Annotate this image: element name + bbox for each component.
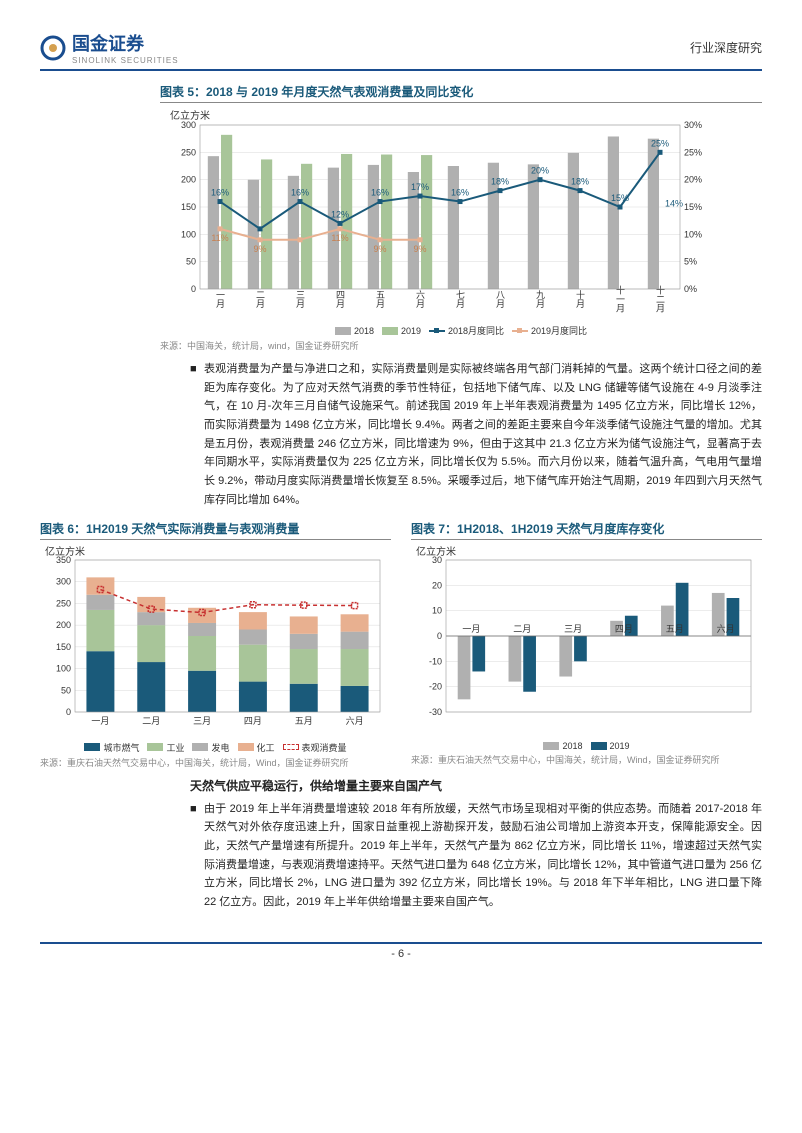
- svg-text:四月: 四月: [335, 290, 345, 309]
- svg-text:16%: 16%: [451, 188, 469, 198]
- svg-text:六月: 六月: [717, 623, 735, 634]
- chart-7-legend: 20182019: [411, 741, 762, 751]
- svg-text:六月: 六月: [415, 289, 425, 309]
- chart-6-svg: 050100150200250300350亿立方米一月二月三月四月五月六月: [40, 544, 390, 734]
- svg-text:250: 250: [56, 598, 71, 608]
- svg-text:20%: 20%: [531, 166, 549, 176]
- svg-text:50: 50: [61, 685, 71, 695]
- page-footer: - 6 -: [40, 942, 762, 960]
- doc-type: 行业深度研究: [690, 39, 762, 56]
- logo: 国金证券 SINOLINK SECURITIES: [40, 30, 179, 65]
- company-name-en: SINOLINK SECURITIES: [72, 56, 179, 65]
- chart-7-svg: -30-20-100102030亿立方米一月二月三月四月五月六月: [411, 544, 761, 734]
- svg-text:15%: 15%: [611, 193, 629, 203]
- svg-text:七月: 七月: [455, 290, 465, 309]
- svg-text:15%: 15%: [684, 202, 702, 212]
- svg-text:11%: 11%: [331, 233, 348, 243]
- svg-text:16%: 16%: [291, 188, 309, 198]
- page-header: 国金证券 SINOLINK SECURITIES 行业深度研究: [40, 30, 762, 71]
- svg-text:一月: 一月: [215, 290, 225, 309]
- svg-text:20: 20: [432, 580, 442, 590]
- svg-text:18%: 18%: [571, 177, 589, 187]
- svg-text:18%: 18%: [491, 177, 509, 187]
- figure-7-source: 来源：重庆石油天然气交易中心，中国海关，统计局，Wind，国金证券研究所: [411, 753, 762, 766]
- svg-text:五月: 五月: [375, 290, 385, 309]
- svg-text:10: 10: [432, 605, 442, 615]
- svg-text:五月: 五月: [666, 624, 684, 634]
- figure-6-title: 图表 6：1H2019 天然气实际消费量与表观消费量: [40, 520, 391, 540]
- svg-text:四月: 四月: [615, 624, 633, 634]
- section-subtitle: 天然气供应平稳运行，供给增量主要来自国产气: [190, 777, 762, 794]
- svg-text:亿立方米: 亿立方米: [45, 545, 85, 558]
- svg-text:17%: 17%: [411, 182, 429, 192]
- svg-text:五月: 五月: [295, 716, 313, 726]
- svg-text:200: 200: [181, 175, 196, 185]
- svg-text:14%: 14%: [665, 198, 683, 208]
- svg-text:亿立方米: 亿立方米: [416, 545, 456, 558]
- svg-text:八月: 八月: [495, 290, 505, 309]
- svg-text:二月: 二月: [513, 624, 531, 634]
- svg-text:0: 0: [437, 631, 442, 641]
- svg-text:一月: 一月: [462, 624, 480, 634]
- paragraph-1: ■ 表观消费量为产量与净进口之和，实际消费量则是实际被终端各用气部门消耗掉的气量…: [190, 360, 762, 510]
- svg-text:11%: 11%: [211, 233, 228, 243]
- svg-text:十月: 十月: [575, 289, 585, 309]
- svg-text:-30: -30: [429, 707, 442, 717]
- svg-text:九月: 九月: [535, 290, 545, 309]
- svg-text:5%: 5%: [684, 257, 697, 267]
- figure-5-title: 图表 5：2018 与 2019 年月度天然气表观消费量及同比变化: [160, 83, 762, 103]
- svg-text:150: 150: [181, 202, 196, 212]
- figure-5: 图表 5：2018 与 2019 年月度天然气表观消费量及同比变化 0 50 100…: [40, 83, 762, 352]
- svg-text:150: 150: [56, 641, 71, 651]
- paragraph-1-text: 表观消费量为产量与净进口之和，实际消费量则是实际被终端各用气部门消耗掉的气量。这…: [204, 360, 762, 510]
- chart-5-svg: 0501001502002503000%5%10%15%20%25%30%亿立方…: [160, 107, 720, 317]
- svg-text:30%: 30%: [684, 120, 702, 130]
- svg-text:16%: 16%: [371, 188, 389, 198]
- chart-5-legend: 201820192018月度同比2019月度同比: [160, 324, 762, 337]
- svg-text:0%: 0%: [684, 284, 697, 294]
- svg-text:200: 200: [56, 620, 71, 630]
- svg-text:亿立方米: 亿立方米: [170, 109, 210, 122]
- svg-text:9%: 9%: [373, 244, 386, 254]
- paragraph-2: ■ 由于 2019 年上半年消费量增速较 2018 年有所放缓，天然气市场呈现相…: [190, 800, 762, 912]
- svg-text:三月: 三月: [564, 624, 582, 634]
- svg-text:0: 0: [66, 707, 71, 717]
- figure-6: 图表 6：1H2019 天然气实际消费量与表观消费量 0 50 100 150 200 2…: [40, 520, 391, 769]
- svg-text:20%: 20%: [684, 175, 702, 185]
- svg-text:100: 100: [56, 663, 71, 673]
- svg-text:300: 300: [56, 576, 71, 586]
- bullet-icon: ■: [190, 800, 204, 912]
- svg-text:10%: 10%: [684, 229, 702, 239]
- figure-5-source: 来源：中国海关，统计局，wind，国金证券研究所: [160, 339, 762, 352]
- svg-text:250: 250: [181, 147, 196, 157]
- svg-text:四月: 四月: [244, 716, 262, 726]
- figure-7-title: 图表 7：1H2018、1H2019 天然气月度库存变化: [411, 520, 762, 540]
- svg-text:25%: 25%: [651, 138, 669, 148]
- bullet-icon: ■: [190, 360, 204, 510]
- svg-text:一月: 一月: [91, 716, 109, 726]
- svg-text:六月: 六月: [346, 715, 364, 726]
- svg-text:16%: 16%: [211, 188, 229, 198]
- svg-text:9%: 9%: [413, 244, 426, 254]
- company-name-cn: 国金证券: [72, 30, 179, 56]
- logo-icon: [40, 35, 66, 61]
- svg-text:100: 100: [181, 229, 196, 239]
- svg-text:25%: 25%: [684, 147, 702, 157]
- svg-text:50: 50: [186, 257, 196, 267]
- svg-text:二月: 二月: [255, 290, 265, 309]
- paragraph-2-text: 由于 2019 年上半年消费量增速较 2018 年有所放缓，天然气市场呈现相对平…: [204, 800, 762, 912]
- svg-text:-10: -10: [429, 656, 442, 666]
- svg-text:12%: 12%: [331, 209, 349, 219]
- svg-text:二月: 二月: [142, 716, 160, 726]
- figure-7: 图表 7：1H2018、1H2019 天然气月度库存变化 -30 -20 -10 0 1…: [411, 520, 762, 769]
- svg-text:0: 0: [191, 284, 196, 294]
- page-number: - 6 -: [391, 948, 411, 960]
- svg-text:三月: 三月: [295, 290, 305, 309]
- svg-text:9%: 9%: [253, 244, 266, 254]
- svg-text:三月: 三月: [193, 716, 211, 726]
- chart-6-legend: 城市燃气工业发电化工表观消费量: [40, 741, 391, 754]
- svg-text:-20: -20: [429, 681, 442, 691]
- figure-6-source: 来源：重庆石油天然气交易中心，中国海关，统计局，Wind，国金证券研究所: [40, 756, 391, 769]
